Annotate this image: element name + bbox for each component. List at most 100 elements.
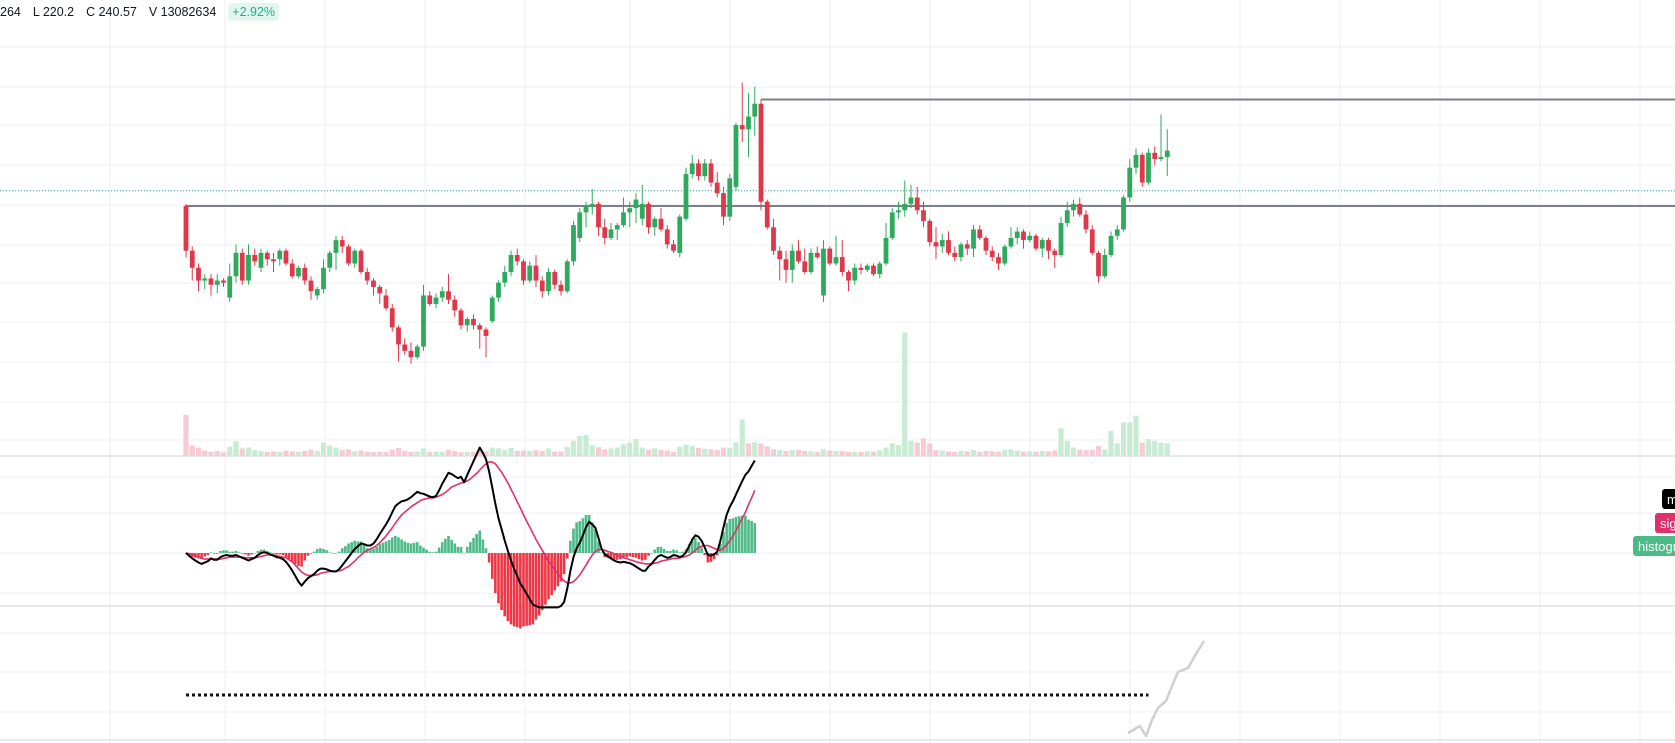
volume-bar: [345, 449, 352, 456]
volume-bar: [477, 450, 483, 456]
candle: [333, 240, 339, 253]
volume-bar: [1089, 449, 1095, 456]
candle: [527, 265, 533, 281]
candle: [752, 103, 758, 117]
volume-bar: [689, 445, 695, 456]
volume-bar: [883, 447, 889, 456]
candle: [683, 174, 689, 219]
volume-bar: [214, 450, 220, 456]
candle: [1121, 197, 1126, 230]
histogram-bar: [375, 546, 378, 553]
histogram-bar: [653, 549, 657, 553]
volume-bar: [733, 442, 739, 456]
candle: [552, 272, 558, 285]
candle: [627, 208, 633, 213]
histogram-bar: [656, 546, 660, 553]
third-pane: [186, 640, 1206, 738]
histogram-bar: [481, 539, 485, 553]
histogram-bar: [281, 553, 285, 556]
histogram-bar: [578, 521, 582, 553]
candle: [1127, 167, 1133, 198]
volume-bar: [602, 449, 608, 456]
histogram-bar: [225, 550, 228, 553]
volume-bar: [933, 450, 939, 456]
histogram-bar: [597, 541, 600, 553]
histogram-bar: [637, 553, 641, 560]
histogram-bar: [319, 548, 322, 553]
volume-bar: [514, 450, 520, 456]
candle: [489, 297, 495, 322]
histogram-bar: [203, 553, 207, 557]
volume-bar: [820, 449, 827, 456]
histogram-bar: [344, 546, 347, 553]
volume-bar: [1064, 440, 1070, 456]
candlestick-series[interactable]: [183, 82, 1170, 364]
candle: [202, 278, 208, 281]
candle: [946, 240, 951, 253]
macd-line: [185, 446, 756, 609]
histogram-bar: [231, 551, 235, 553]
candle: [814, 252, 820, 258]
candle: [1033, 235, 1039, 249]
histogram-bar: [347, 543, 350, 553]
candle: [908, 197, 914, 204]
volume-bar: [645, 449, 652, 456]
candle: [346, 246, 351, 264]
histogram-bar: [572, 528, 575, 553]
histogram-bar: [594, 529, 597, 553]
volume-bar: [220, 452, 227, 456]
volume-bar: [902, 332, 908, 456]
histogram-bar: [475, 533, 478, 553]
candle: [777, 250, 783, 260]
candle: [677, 216, 683, 253]
macd-histogram: [184, 514, 757, 629]
volume-bar: [939, 450, 945, 456]
histogram-bar: [444, 538, 447, 553]
histogram-bar: [722, 531, 725, 553]
histogram-bar: [306, 553, 310, 556]
histogram-bar: [550, 553, 553, 596]
histogram-bar: [222, 550, 225, 553]
volume-bar: [945, 451, 952, 456]
histogram-bar: [669, 550, 672, 553]
indicator-line: [1127, 640, 1206, 738]
volume-bar: [852, 451, 858, 456]
horizontal-level-lines[interactable]: [0, 98, 1675, 207]
candle: [983, 237, 989, 251]
histogram-bar: [312, 551, 316, 553]
histogram-bar: [425, 549, 428, 553]
candle: [858, 267, 864, 270]
candle: [1077, 203, 1083, 215]
volume-bar: [1145, 439, 1152, 456]
histogram-bar: [340, 548, 344, 553]
volume-bar: [858, 451, 864, 456]
histogram-bar: [309, 553, 313, 554]
candle: [633, 199, 639, 209]
histogram-bar: [509, 553, 513, 625]
histogram-bar: [350, 542, 353, 553]
histogram-bar: [369, 549, 372, 553]
volume-bar: [414, 451, 420, 456]
histogram-bar: [540, 553, 544, 611]
histogram-bar: [287, 553, 291, 560]
candle: [502, 272, 508, 283]
candle: [689, 163, 695, 175]
histogram-bar: [447, 536, 450, 553]
volume-bar: [714, 450, 720, 456]
histogram-bar: [240, 553, 244, 554]
histogram-bar: [440, 542, 444, 553]
pane-separators[interactable]: [0, 455, 1675, 741]
candle: [364, 272, 370, 281]
volume-bar: [520, 450, 527, 456]
histogram-bar: [609, 553, 613, 560]
candle: [827, 248, 833, 264]
volume-bar: [614, 447, 620, 456]
volume-bar: [389, 449, 395, 456]
candle: [408, 350, 414, 358]
histogram-bar: [372, 548, 375, 553]
candle: [471, 318, 476, 326]
candle: [889, 212, 895, 238]
candle: [321, 267, 326, 290]
histogram-bar: [600, 552, 603, 553]
